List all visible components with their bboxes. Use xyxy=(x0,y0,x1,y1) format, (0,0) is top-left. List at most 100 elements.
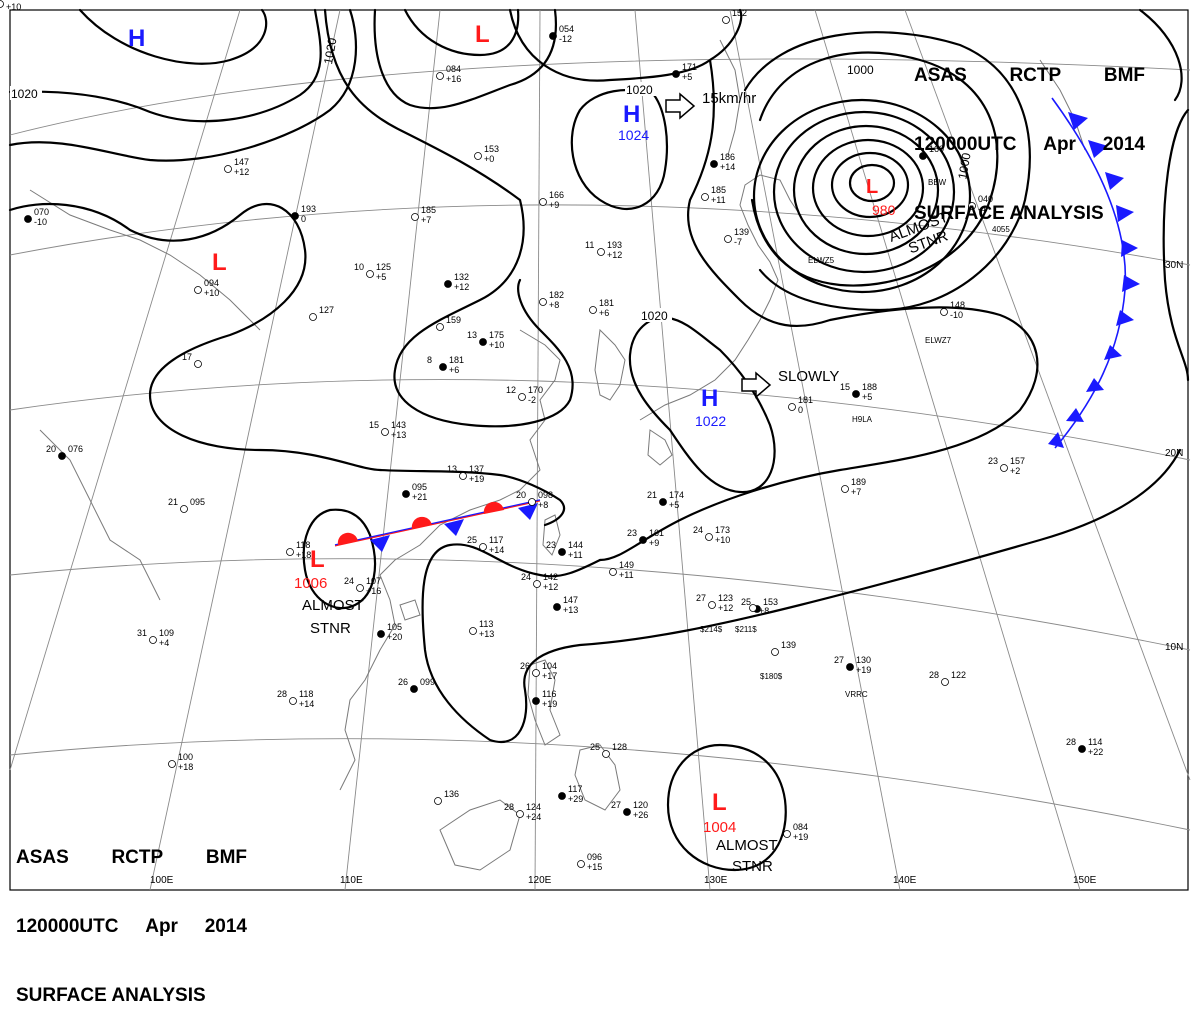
station-plot: 095+21 xyxy=(402,482,427,502)
station-pressure: 174 xyxy=(669,490,684,500)
station-tendency: +11 xyxy=(711,195,726,205)
cold-front-triangle xyxy=(1086,378,1104,392)
station-plot: 20 098+8 xyxy=(516,490,553,510)
station-tendency: +12 xyxy=(454,282,469,292)
station-circle xyxy=(436,72,444,80)
station-circle xyxy=(602,750,610,758)
coast-hainan xyxy=(399,599,421,621)
station-pressure: 149 xyxy=(619,560,634,570)
station-tendency: +14 xyxy=(720,162,735,172)
graticule xyxy=(9,9,1191,891)
isobar-1020-nw xyxy=(8,8,322,123)
cold-front-triangle xyxy=(370,535,390,552)
station-tendency: +12 xyxy=(234,167,249,177)
station-temperature: 17 xyxy=(182,352,192,362)
station-plot: 185+11 xyxy=(701,185,726,205)
station-circle xyxy=(149,636,157,644)
station-tendency: +8 xyxy=(538,500,548,510)
station-pressure: 070 xyxy=(34,207,49,217)
low-symbol: L xyxy=(712,789,727,816)
station-pressure: 116 xyxy=(542,689,556,699)
coast-indochina xyxy=(339,574,396,791)
station-plot: 159 xyxy=(436,315,461,331)
cold-front-triangle xyxy=(444,519,464,536)
header-token: RCTP xyxy=(1009,65,1062,86)
meridian-120e xyxy=(534,9,541,891)
station-circle xyxy=(444,280,452,288)
station-circle xyxy=(459,472,467,480)
station-pressure: 130 xyxy=(856,655,871,665)
isobar-se-loop xyxy=(1138,8,1183,102)
station-temperature: 28 xyxy=(929,670,939,680)
isobar-se-side xyxy=(1162,108,1190,382)
station-temperature: 27 xyxy=(611,800,621,810)
ship-codes: $214$ $211$ $180$ VRRC H9LA ELWZ5 ELWZ7 … xyxy=(700,178,1010,699)
station-pressure: 136 xyxy=(444,789,459,799)
station-circle xyxy=(597,248,605,256)
station-circle xyxy=(659,498,667,506)
station-temperature: 13 xyxy=(467,330,477,340)
station-plot: 23 144+11 xyxy=(546,540,583,560)
station-circle xyxy=(532,697,540,705)
station-tendency: +10 xyxy=(715,535,730,545)
isobar-980-ring-3 xyxy=(811,138,925,238)
header-token: 2014 xyxy=(204,916,247,937)
station-plot: 116+19 xyxy=(532,689,557,709)
station-plot: 24 173+10 xyxy=(693,525,730,545)
station-plot: 23 161+9 xyxy=(627,528,664,548)
station-plot: 21 174+5 xyxy=(647,490,684,510)
station-tendency: -4 xyxy=(978,204,986,214)
cold-front-triangle xyxy=(1105,172,1124,190)
stationary-front-line-red xyxy=(334,500,541,547)
station-pressure: 109 xyxy=(159,628,174,638)
station-circle xyxy=(788,403,796,411)
map-frame xyxy=(9,9,1189,891)
header-token: RCTP xyxy=(111,847,164,868)
station-temperature: 20 xyxy=(46,444,56,454)
station-tendency: +16 xyxy=(366,586,381,596)
isobar-980-ring-1 xyxy=(848,163,896,203)
high-symbol: H xyxy=(128,25,145,52)
station-plot: 15 143+13 xyxy=(369,420,406,440)
motion-arrow-high1 xyxy=(665,92,696,120)
station-tendency: +18 xyxy=(178,762,193,772)
latitude-line-0 xyxy=(9,738,1191,831)
station-temperature: 23 xyxy=(988,456,998,466)
coastlines xyxy=(29,39,1086,871)
station-temperature: 28 xyxy=(1066,737,1076,747)
station-circle xyxy=(722,16,730,24)
station-temperature: 24 xyxy=(344,576,354,586)
station-tendency: +7 xyxy=(851,487,861,497)
isobar-south-big xyxy=(421,448,1182,743)
station-tendency: +19 xyxy=(542,699,557,709)
station-plot: 147+12 xyxy=(224,157,249,177)
station-pressure: 181 xyxy=(449,355,464,365)
station-pressure: 160 xyxy=(929,144,944,154)
ship-code: $211$ xyxy=(735,625,757,634)
header-top: ASAS RCTP BMF 120000UTC Apr 2014 SURFACE ANA… xyxy=(914,18,1145,248)
station-tendency: +6 xyxy=(599,308,609,318)
station-circle xyxy=(539,298,547,306)
high2-motion-label: SLOWLY xyxy=(778,368,839,385)
station-circle xyxy=(841,485,849,493)
station-tendency: +9 xyxy=(549,200,559,210)
station-plot: 166+9 xyxy=(539,190,564,210)
meridian-90e xyxy=(9,9,241,771)
station-plot: 26 104+17 xyxy=(520,661,557,681)
station-tendency: +19 xyxy=(856,665,871,675)
isobars xyxy=(8,8,1190,872)
isobar-1020-high2 xyxy=(628,316,776,494)
station-plot: 152 xyxy=(722,8,747,24)
station-plot: 30+10 xyxy=(0,0,21,12)
station-circle xyxy=(291,212,299,220)
cold-front-triangle xyxy=(1066,408,1084,422)
station-pressure: 147 xyxy=(563,595,578,605)
station-plot: 181+6 xyxy=(589,298,614,318)
station-pressure: 120 xyxy=(633,800,648,810)
station-circle xyxy=(289,697,297,705)
station-plot: 21 095 xyxy=(168,497,205,513)
longitude-label: 100E xyxy=(150,875,174,886)
station-tendency: +15 xyxy=(587,862,602,872)
station-circle xyxy=(180,505,188,513)
